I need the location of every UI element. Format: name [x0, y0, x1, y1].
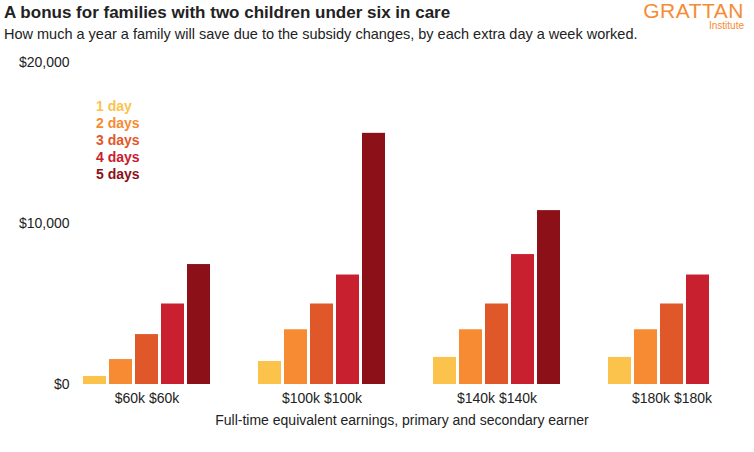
svg-text:$0: $0 [54, 376, 70, 392]
html-text:2 days: 2 days [96, 115, 140, 131]
svg-text:$100k $100k: $100k $100k [282, 390, 363, 406]
html-text:Institute: Institute [709, 20, 744, 31]
html-text:How much a year a family will: How much a year a family will save due t… [4, 26, 638, 42]
svg-text:$180k $180k: $180k $180k [632, 390, 713, 406]
html-text:GRATTAN: GRATTAN [643, 0, 744, 22]
html-text:5 days: 5 days [96, 166, 140, 182]
svg-text:$140k $140k: $140k $140k [457, 390, 538, 406]
html-text:3 days: 3 days [96, 132, 140, 148]
html-text:Full-time equivalent earnings,: Full-time equivalent earnings, primary a… [215, 412, 589, 428]
svg-text:$20,000: $20,000 [19, 54, 70, 70]
html-text:A bonus for families with two: A bonus for families with two children u… [4, 3, 451, 22]
svg-text:$10,000: $10,000 [19, 215, 70, 231]
html-text:4 days: 4 days [96, 149, 140, 165]
html-text:1 day: 1 day [96, 98, 132, 114]
svg-text:$60k $60k: $60k $60k [115, 390, 181, 406]
